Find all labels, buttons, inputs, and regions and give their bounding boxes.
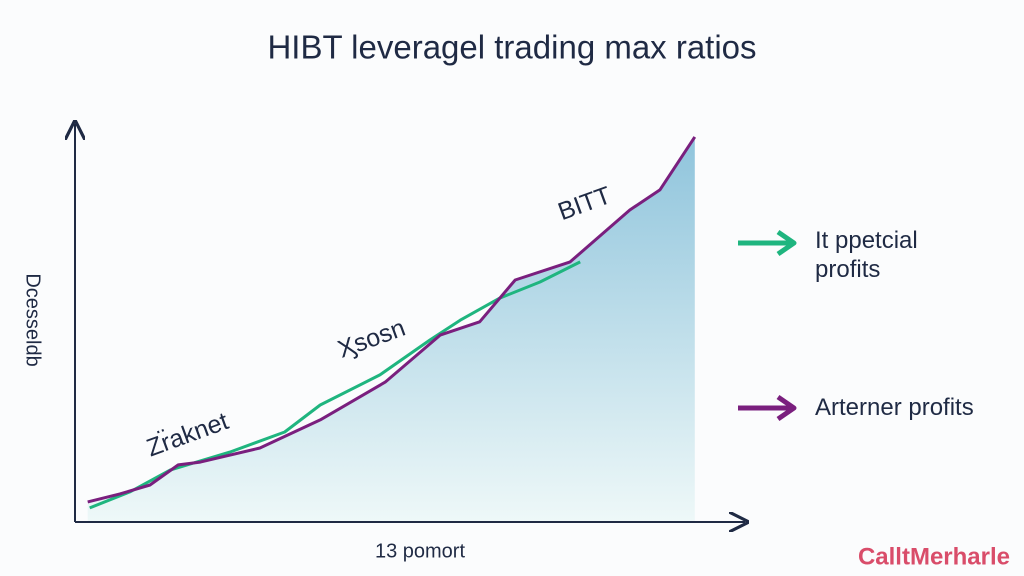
legend-label: It ppetcial profits [815, 227, 918, 283]
legend-arrow-head [776, 394, 797, 422]
line [87, 136, 697, 504]
legend-arrow-head [776, 229, 797, 257]
area [87, 136, 695, 521]
legend-label: Arterner profits [815, 394, 974, 421]
y-axis-label: Dcesseldb [22, 273, 44, 366]
annotation: BITT [554, 181, 614, 226]
annotation: Ӽsosn [334, 314, 409, 364]
chart-title: HIBT leveragel trading max ratios [267, 29, 756, 66]
x-axis-label: 13 pomort [375, 540, 465, 562]
watermark: CalltMerharle [858, 543, 1010, 570]
